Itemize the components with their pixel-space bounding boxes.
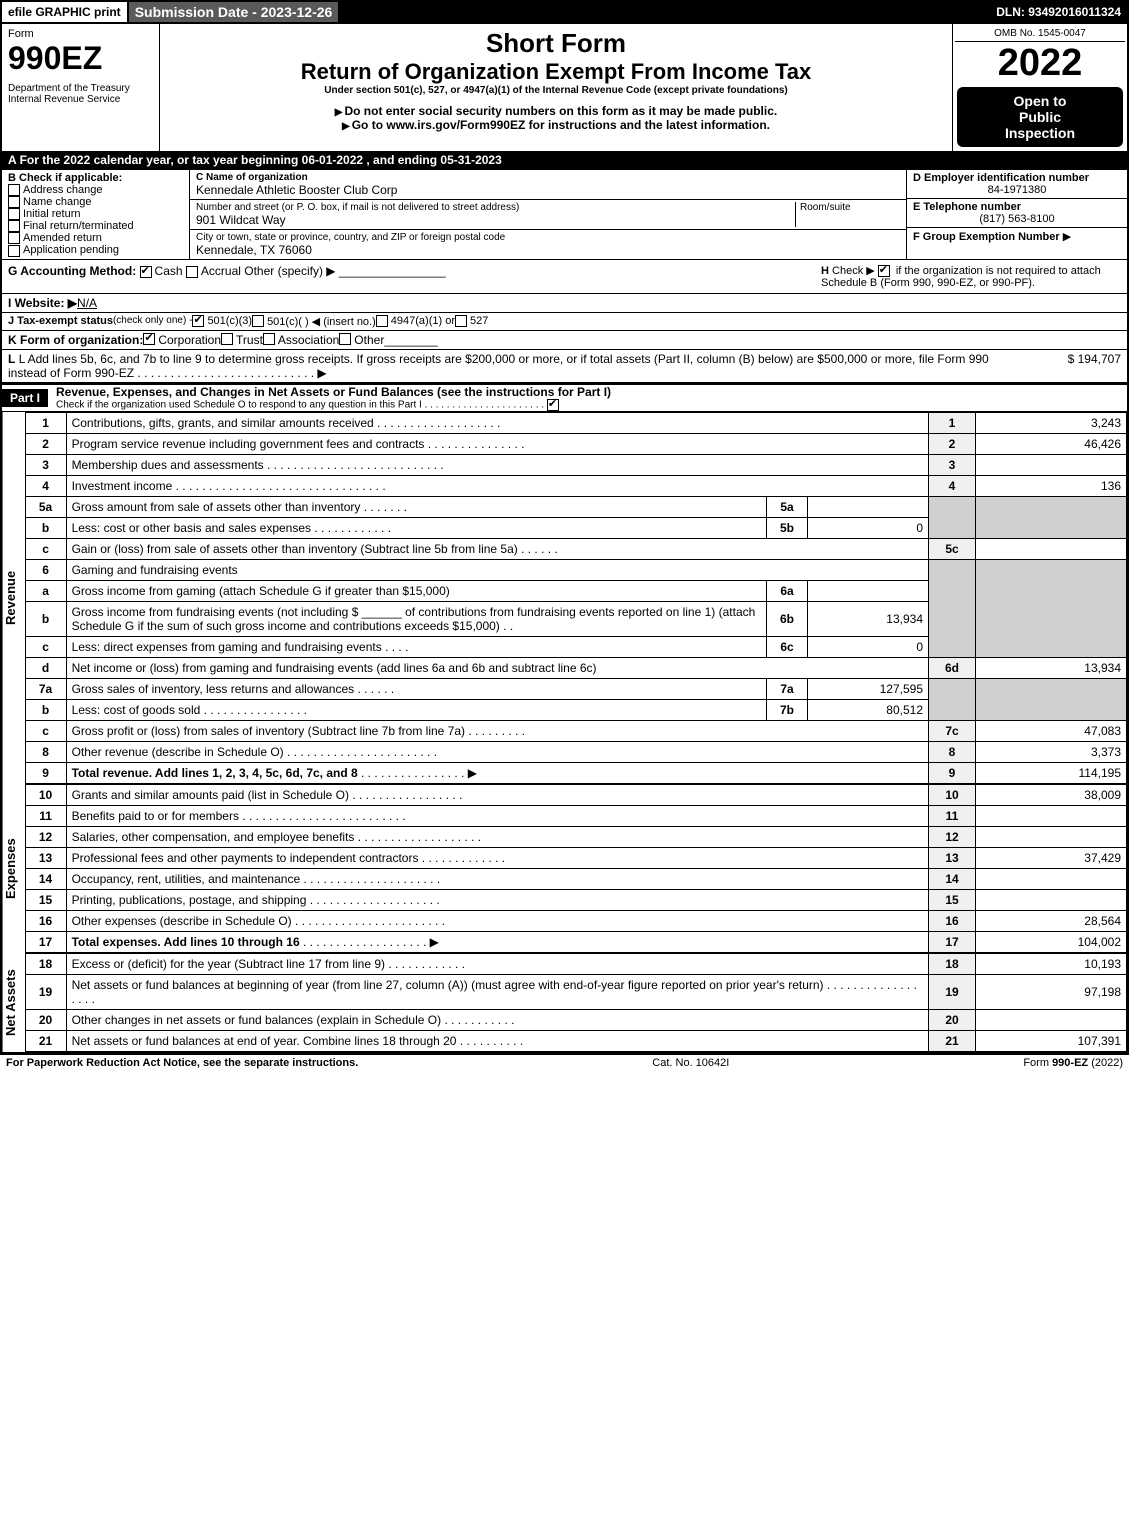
line-15: 15Printing, publications, postage, and s…	[25, 890, 1126, 911]
assoc-checkbox[interactable]	[263, 333, 275, 345]
line-6: 6Gaming and fundraising events	[25, 560, 1126, 581]
line-9: 9Total revenue. Add lines 1, 2, 3, 4, 5c…	[25, 763, 1126, 784]
section-c: C Name of organization Kennedale Athleti…	[190, 170, 907, 259]
revenue-table: 1Contributions, gifts, grants, and simil…	[25, 412, 1127, 784]
line-11: 11Benefits paid to or for members . . . …	[25, 806, 1126, 827]
line-2: 2Program service revenue including gover…	[25, 434, 1126, 455]
form-word: Form	[8, 28, 153, 40]
street-value: 901 Wildcat Way	[196, 213, 795, 227]
top-bar: efile GRAPHIC print Submission Date - 20…	[0, 0, 1129, 24]
tel-value: (817) 563-8100	[913, 213, 1121, 225]
line-i: I Website: ▶ N/A	[0, 293, 1129, 312]
501c3-checkbox[interactable]	[192, 315, 204, 327]
form-number: 990EZ	[8, 40, 153, 77]
goto-link[interactable]: Go to www.irs.gov/Form990EZ for instruct…	[164, 118, 948, 132]
line-3: 3Membership dues and assessments . . . .…	[25, 455, 1126, 476]
cat-number: Cat. No. 10642I	[652, 1057, 729, 1069]
line-16: 16Other expenses (describe in Schedule O…	[25, 911, 1126, 932]
efile-label[interactable]: efile GRAPHIC print	[2, 2, 129, 22]
street-label: Number and street (or P. O. box, if mail…	[196, 202, 795, 213]
501c-checkbox[interactable]	[252, 315, 264, 327]
corp-checkbox[interactable]	[143, 333, 155, 345]
expenses-label: Expenses	[2, 784, 25, 953]
expenses-table: 10Grants and similar amounts paid (list …	[25, 784, 1127, 953]
addr-change-checkbox[interactable]	[8, 184, 20, 196]
paperwork-notice: For Paperwork Reduction Act Notice, see …	[6, 1057, 358, 1069]
app-pending-checkbox[interactable]	[8, 245, 20, 257]
revenue-label: Revenue	[2, 412, 25, 784]
line-j: J Tax-exempt status (check only one) - 5…	[0, 312, 1129, 330]
accrual-checkbox[interactable]	[186, 266, 198, 278]
city-value: Kennedale, TX 76060	[196, 243, 900, 257]
line-6d: dNet income or (loss) from gaming and fu…	[25, 658, 1126, 679]
name-change-checkbox[interactable]	[8, 196, 20, 208]
room-label: Room/suite	[800, 202, 900, 213]
ein-label: D Employer identification number	[913, 172, 1121, 184]
line-8: 8Other revenue (describe in Schedule O) …	[25, 742, 1126, 763]
line-4: 4Investment income . . . . . . . . . . .…	[25, 476, 1126, 497]
line-g-h: G Accounting Method: Cash Accrual Other …	[0, 259, 1129, 293]
org-info-row: B Check if applicable: Address change Na…	[0, 169, 1129, 259]
line-21: 21Net assets or fund balances at end of …	[25, 1031, 1126, 1052]
initial-return-checkbox[interactable]	[8, 208, 20, 220]
return-title: Return of Organization Exempt From Incom…	[164, 59, 948, 85]
city-label: City or town, state or province, country…	[196, 232, 900, 243]
schedule-b-checkbox[interactable]	[878, 265, 890, 277]
line-14: 14Occupancy, rent, utilities, and mainte…	[25, 869, 1126, 890]
line-a: A For the 2022 calendar year, or tax yea…	[0, 151, 1129, 169]
org-name-label: C Name of organization	[196, 172, 900, 183]
line-17: 17Total expenses. Add lines 10 through 1…	[25, 932, 1126, 953]
line-g-label: G Accounting Method:	[8, 264, 136, 278]
page-footer: For Paperwork Reduction Act Notice, see …	[0, 1054, 1129, 1071]
short-form-title: Short Form	[164, 28, 948, 59]
form-ref: Form 990-EZ (2022)	[1023, 1057, 1123, 1069]
ssn-warning: Do not enter social security numbers on …	[164, 104, 948, 118]
527-checkbox[interactable]	[455, 315, 467, 327]
subtitle: Under section 501(c), 527, or 4947(a)(1)…	[164, 85, 948, 96]
line-l: L L Add lines 5b, 6c, and 7b to line 9 t…	[0, 349, 1129, 384]
line-18: 18Excess or (deficit) for the year (Subt…	[25, 954, 1126, 975]
form-header: Form 990EZ Department of the Treasury In…	[0, 24, 1129, 151]
tel-label: E Telephone number	[913, 201, 1121, 213]
arrow-icon: ▶	[1063, 231, 1071, 243]
line-k: K Form of organization: Corporation Trus…	[0, 330, 1129, 349]
line-5c: cGain or (loss) from sale of assets othe…	[25, 539, 1126, 560]
section-d: D Employer identification number 84-1971…	[907, 170, 1127, 259]
schedule-o-checkbox[interactable]	[547, 399, 559, 411]
open-public-badge: Open to Public Inspection	[957, 87, 1123, 147]
line-1: 1Contributions, gifts, grants, and simil…	[25, 413, 1126, 434]
line-19: 19Net assets or fund balances at beginni…	[25, 975, 1126, 1010]
other-method: Other (specify) ▶	[244, 264, 335, 278]
other-org-checkbox[interactable]	[339, 333, 351, 345]
line-13: 13Professional fees and other payments t…	[25, 848, 1126, 869]
group-exemption-label: F Group Exemption Number	[913, 231, 1060, 243]
section-b: B Check if applicable: Address change Na…	[2, 170, 190, 259]
line-10: 10Grants and similar amounts paid (list …	[25, 785, 1126, 806]
cash-checkbox[interactable]	[140, 266, 152, 278]
part1-header: Part I Revenue, Expenses, and Changes in…	[0, 384, 1129, 412]
tax-year: 2022	[955, 42, 1125, 85]
line-7a: 7aGross sales of inventory, less returns…	[25, 679, 1126, 700]
part1-title: Revenue, Expenses, and Changes in Net As…	[56, 385, 1127, 399]
net-assets-table: 18Excess or (deficit) for the year (Subt…	[25, 953, 1127, 1052]
net-assets-label: Net Assets	[2, 953, 25, 1052]
gross-receipts: $ 194,707	[1021, 352, 1121, 380]
final-return-checkbox[interactable]	[8, 220, 20, 232]
part1-check-text: Check if the organization used Schedule …	[56, 399, 1127, 411]
amended-return-checkbox[interactable]	[8, 232, 20, 244]
4947-checkbox[interactable]	[376, 315, 388, 327]
line-20: 20Other changes in net assets or fund ba…	[25, 1010, 1126, 1031]
line-7c: cGross profit or (loss) from sales of in…	[25, 721, 1126, 742]
org-name: Kennedale Athletic Booster Club Corp	[196, 183, 900, 197]
submission-date: Submission Date - 2023-12-26	[129, 2, 341, 22]
dln-label: DLN: 93492016011324	[990, 2, 1127, 22]
website-value: N/A	[77, 296, 97, 310]
ein-value: 84-1971380	[913, 184, 1121, 196]
omb-number: OMB No. 1545-0047	[955, 26, 1125, 42]
line-12: 12Salaries, other compensation, and empl…	[25, 827, 1126, 848]
dept-label: Department of the Treasury Internal Reve…	[8, 83, 153, 105]
line-5a: 5aGross amount from sale of assets other…	[25, 497, 1126, 518]
trust-checkbox[interactable]	[221, 333, 233, 345]
